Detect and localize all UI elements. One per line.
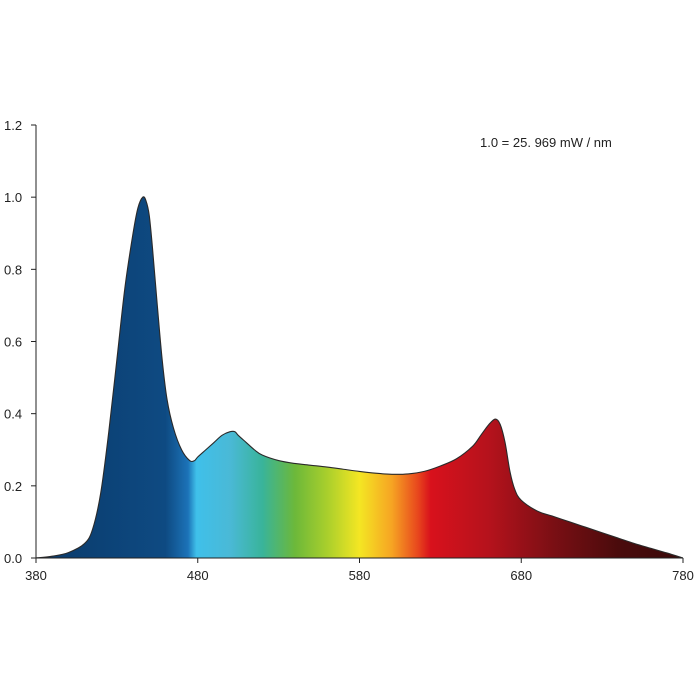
plot-area <box>35 196 684 559</box>
x-ticks: 380 480 580 680 780 <box>25 558 694 583</box>
x-tick-label: 380 <box>25 568 47 583</box>
x-tick-label: 780 <box>672 568 694 583</box>
y-tick-label: 0.8 <box>4 262 22 277</box>
y-ticks: 0.0 0.2 0.4 0.6 0.8 1.0 1.2 <box>4 118 36 566</box>
y-tick-label: 0.6 <box>4 335 22 350</box>
spectrum-area <box>36 196 683 558</box>
x-tick-label: 680 <box>510 568 532 583</box>
spectrum-line <box>35 196 684 559</box>
y-tick-label: 0.2 <box>4 479 22 494</box>
x-tick-label: 580 <box>349 568 371 583</box>
y-tick-label: 1.0 <box>4 190 22 205</box>
x-tick-label: 480 <box>187 568 209 583</box>
y-tick-label: 0.4 <box>4 407 22 422</box>
chart-annotation: 1.0 = 25. 969 mW / nm <box>480 135 612 150</box>
y-tick-label: 0.0 <box>4 551 22 566</box>
y-tick-label: 1.2 <box>4 118 22 133</box>
